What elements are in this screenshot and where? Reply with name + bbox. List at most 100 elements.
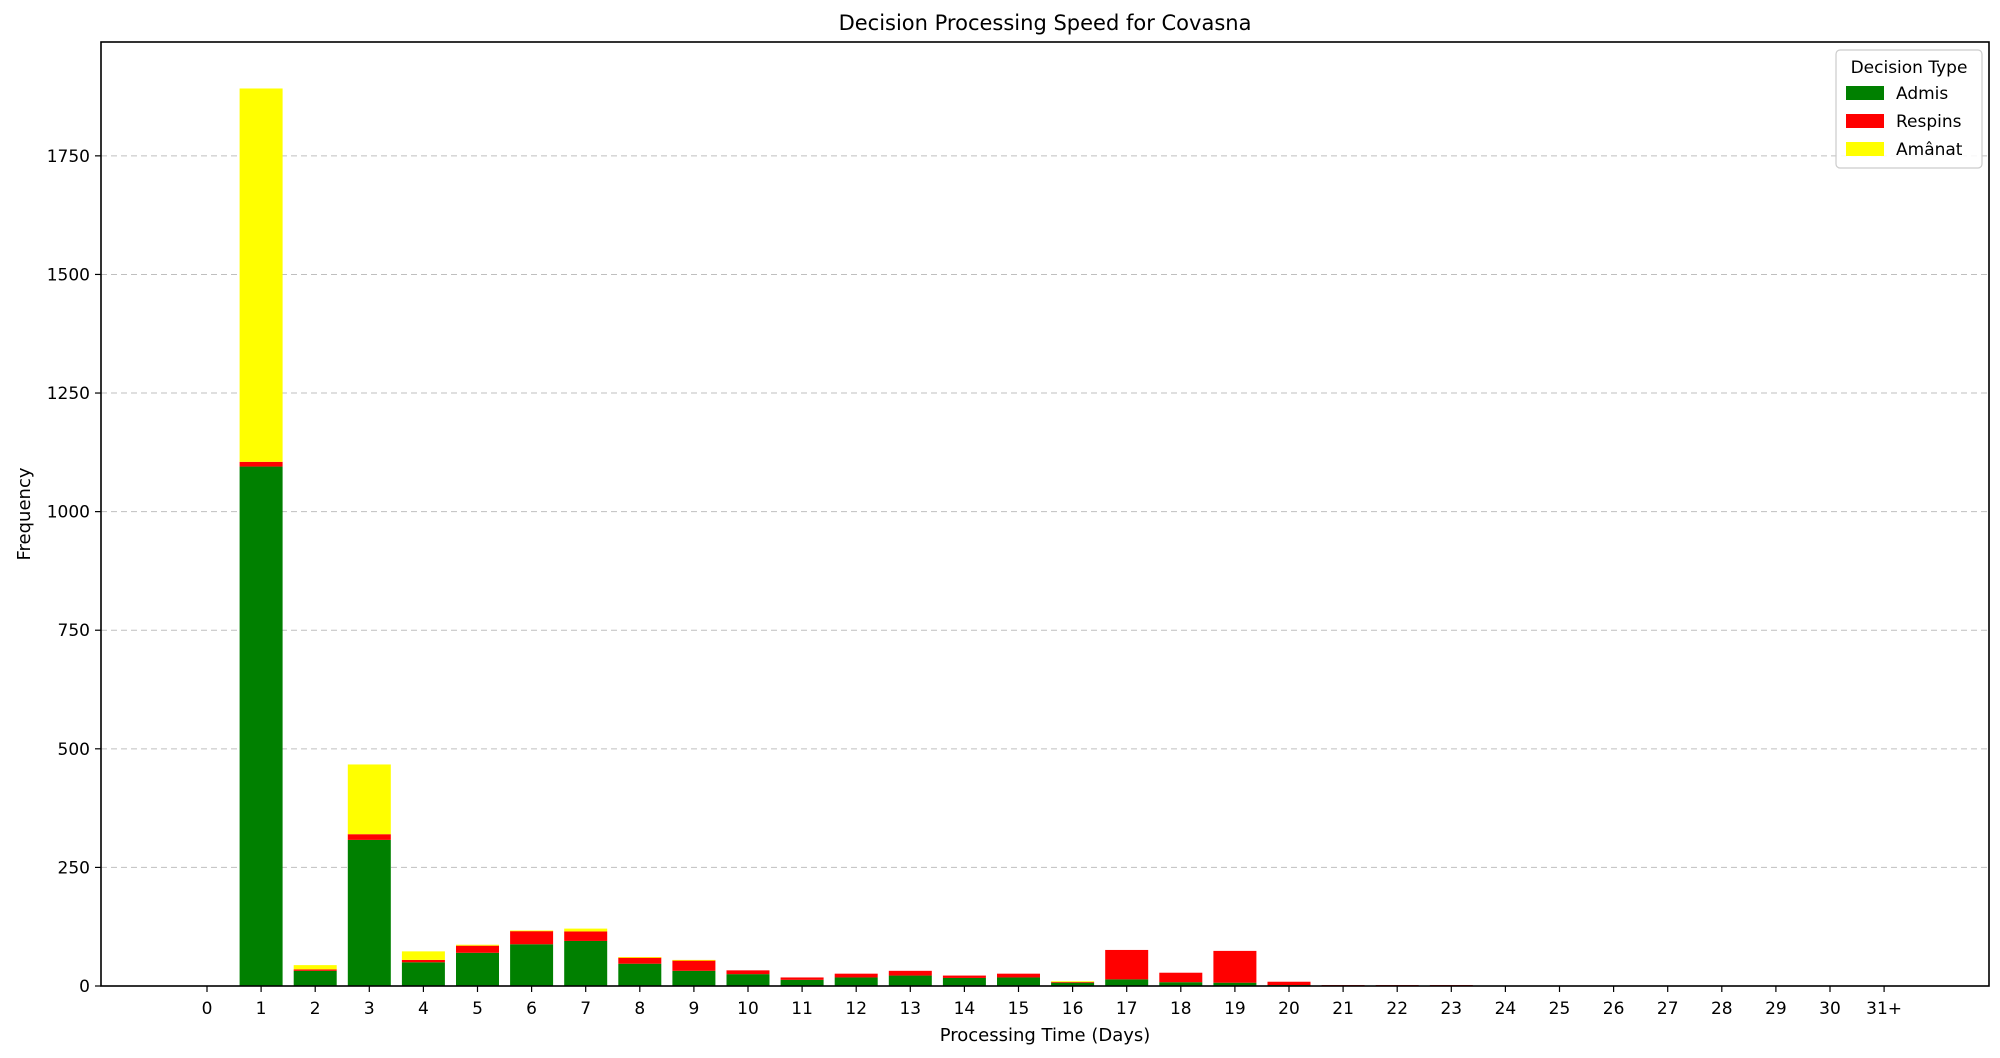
legend-swatch-respins	[1846, 114, 1884, 128]
x-tick-label: 10	[737, 999, 759, 1019]
x-tick-label: 16	[1062, 999, 1084, 1019]
x-tick-label: 7	[580, 999, 591, 1019]
x-tick-label: 18	[1170, 999, 1192, 1019]
bar-amnat-7	[564, 928, 608, 932]
y-axis: 0 250 500 750 1000 1250 1500 1750	[47, 147, 101, 997]
bar-respins-18	[1159, 972, 1203, 983]
x-tick-label: 12	[845, 999, 867, 1019]
bar-amnat-4	[401, 951, 445, 960]
x-tick-label: 6	[526, 999, 537, 1019]
bar-respins-1	[239, 461, 283, 467]
x-tick-label: 26	[1603, 999, 1625, 1019]
bar-admis-16	[1051, 982, 1095, 986]
bar-respins-13	[888, 970, 932, 976]
x-tick-label: 0	[202, 999, 213, 1019]
bar-amnat-5	[456, 944, 499, 946]
bar-respins-6	[510, 930, 554, 945]
bar-amnat-1	[239, 88, 283, 462]
bar-admis-18	[1159, 982, 1203, 986]
x-tick-label: 5	[472, 999, 483, 1019]
x-tick-label: 30	[1819, 999, 1841, 1019]
bar-admis-2	[293, 970, 337, 986]
bar-admis-4	[401, 962, 445, 986]
bar-admis-6	[510, 944, 554, 986]
bar-amnat-3	[347, 764, 391, 835]
y-tick-label: 500	[58, 740, 90, 760]
bar-admis-14	[942, 977, 986, 986]
x-axis: 0 1 2 3 4 5 6 7 8 9 10 11 12 13 14 15 16 17 18 19 20 21 22 23 24…	[202, 986, 1902, 1019]
bars	[239, 88, 1473, 987]
bar-respins-7	[564, 931, 608, 941]
bar-admis-8	[618, 963, 662, 986]
x-tick-label: 28	[1711, 999, 1733, 1019]
bar-admis-19	[1213, 982, 1257, 986]
y-tick-label: 1500	[47, 265, 90, 285]
x-tick-label: 13	[899, 999, 921, 1019]
bar-admis-17	[1105, 979, 1149, 986]
legend-swatch-admis	[1846, 86, 1884, 100]
x-tick-label: 31+	[1866, 999, 1902, 1019]
x-tick-label: 15	[1008, 999, 1030, 1019]
bar-admis-3	[347, 839, 391, 986]
bar-admis-15	[997, 977, 1040, 986]
bar-amnat-16	[1051, 981, 1095, 983]
x-tick-label: 17	[1116, 999, 1138, 1019]
y-tick-label: 1000	[47, 503, 90, 523]
x-tick-label: 24	[1495, 999, 1517, 1019]
x-tick-label: 27	[1657, 999, 1679, 1019]
bar-respins-11	[780, 977, 824, 980]
x-tick-label: 19	[1224, 999, 1246, 1019]
legend-title: Decision Type	[1851, 58, 1968, 78]
legend-label-amnat: Amânat	[1896, 140, 1963, 160]
chart-title: Decision Processing Speed for Covasna	[839, 11, 1252, 35]
y-tick-label: 750	[58, 621, 90, 641]
bar-respins-5	[456, 945, 499, 953]
bar-respins-4	[401, 959, 445, 963]
bar-amnat-9	[672, 959, 716, 961]
legend-box	[1835, 49, 1983, 169]
x-tick-label: 22	[1386, 999, 1408, 1019]
bar-respins-3	[347, 834, 391, 840]
legend-swatch-amnat	[1846, 142, 1884, 156]
bar-respins-19	[1213, 950, 1257, 983]
bar-respins-15	[997, 973, 1040, 978]
legend: Decision Type Admis Respins Amânat	[1835, 49, 1983, 169]
bar-respins-14	[942, 975, 986, 978]
legend-label-admis: Admis	[1896, 84, 1948, 104]
x-tick-label: 20	[1278, 999, 1300, 1019]
y-tick-label: 1250	[47, 384, 90, 404]
bar-admis-1	[239, 466, 283, 986]
x-tick-label: 11	[791, 999, 813, 1019]
x-tick-label: 9	[688, 999, 699, 1019]
bar-amnat-2	[293, 965, 337, 970]
y-tick-label: 250	[58, 858, 90, 878]
bar-admis-13	[888, 975, 932, 986]
bar-admis-12	[834, 977, 878, 986]
bar-admis-9	[672, 970, 716, 986]
x-tick-label: 29	[1765, 999, 1787, 1019]
bar-respins-9	[672, 960, 716, 971]
x-tick-label: 21	[1332, 999, 1354, 1019]
bar-respins-12	[834, 973, 878, 978]
y-axis-label: Frequency	[14, 467, 35, 560]
y-tick-label: 0	[79, 977, 90, 997]
x-tick-label: 14	[954, 999, 976, 1019]
bar-admis-7	[564, 940, 608, 986]
bar-respins-8	[618, 957, 662, 964]
bar-respins-20	[1267, 981, 1311, 986]
x-tick-label: 1	[256, 999, 267, 1019]
bar-respins-10	[726, 970, 770, 975]
grid-lines	[101, 155, 1989, 987]
y-tick-label: 1750	[47, 147, 90, 167]
x-tick-label: 23	[1440, 999, 1462, 1019]
plot-frame	[100, 41, 1990, 987]
bar-admis-5	[456, 952, 499, 986]
legend-label-respins: Respins	[1896, 112, 1962, 132]
x-axis-label: Processing Time (Days)	[940, 1025, 1151, 1046]
x-tick-label: 4	[418, 999, 429, 1019]
bar-respins-2	[293, 969, 337, 971]
x-tick-label: 3	[364, 999, 375, 1019]
bar-amnat-6	[510, 930, 554, 932]
bar-admis-10	[726, 974, 770, 986]
